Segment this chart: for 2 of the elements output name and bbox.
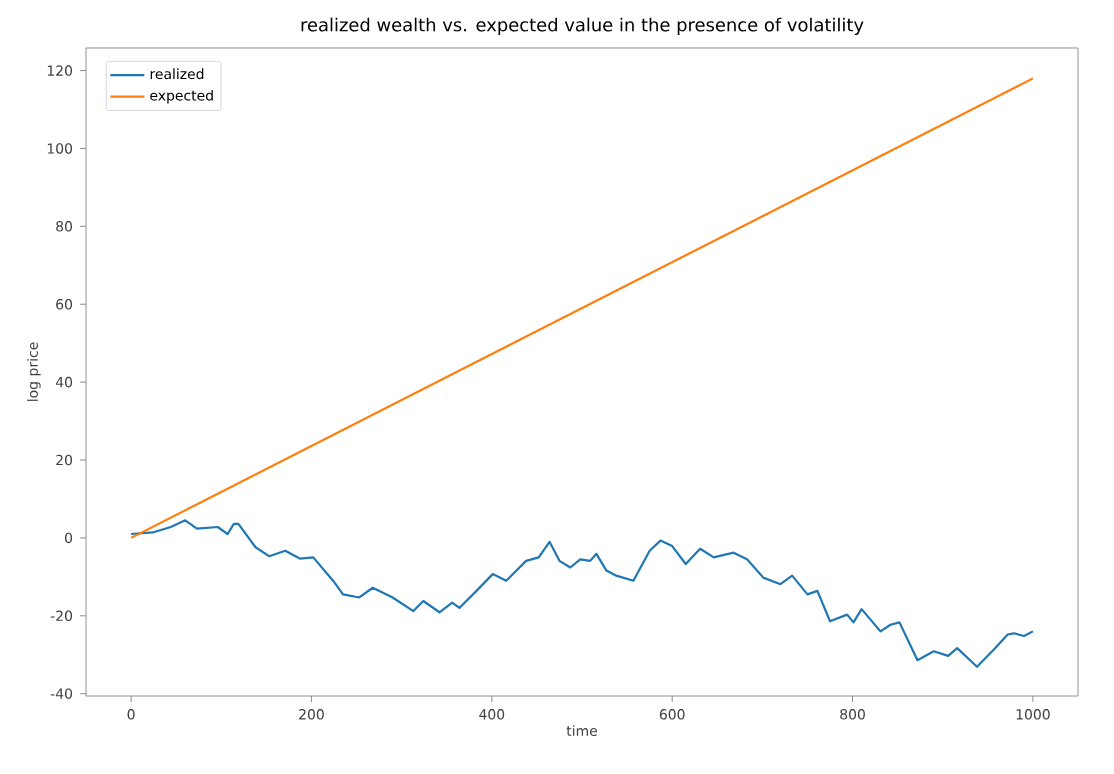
- line-series: [129, 519, 1035, 668]
- chart-title: realized wealth vs. expected value in the presence of volatility: [301, 17, 864, 35]
